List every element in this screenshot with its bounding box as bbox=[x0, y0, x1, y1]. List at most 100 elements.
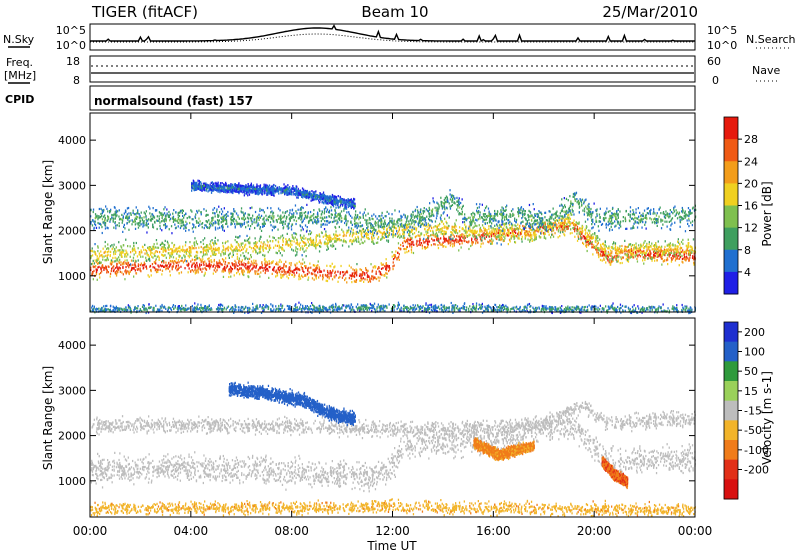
range-cell bbox=[163, 245, 165, 248]
range-cell bbox=[575, 224, 577, 227]
range-cell bbox=[269, 244, 271, 247]
range-cell bbox=[204, 267, 206, 270]
range-cell bbox=[149, 264, 152, 268]
range-cell bbox=[238, 222, 240, 225]
range-cell bbox=[231, 245, 234, 248]
range-cell bbox=[283, 273, 285, 276]
range-cell bbox=[355, 232, 357, 235]
range-cell bbox=[298, 260, 300, 263]
range-cell bbox=[182, 261, 185, 264]
range-cell bbox=[170, 252, 172, 255]
range-cell bbox=[469, 216, 471, 219]
range-cell bbox=[603, 244, 605, 247]
range-cell bbox=[130, 212, 132, 215]
range-cell bbox=[283, 269, 285, 272]
range-cell bbox=[646, 246, 648, 249]
range-cell bbox=[672, 254, 674, 257]
range-cell bbox=[451, 242, 453, 245]
range-cell bbox=[577, 222, 580, 225]
range-cell bbox=[219, 226, 221, 229]
range-cell bbox=[245, 239, 247, 242]
range-cell bbox=[656, 259, 658, 262]
range-cell bbox=[112, 260, 114, 263]
range-cell bbox=[563, 197, 565, 200]
range-cell bbox=[291, 273, 293, 276]
range-cell bbox=[333, 275, 335, 279]
range-cell bbox=[413, 232, 416, 235]
range-cell bbox=[484, 213, 487, 216]
range-cell bbox=[175, 262, 177, 265]
range-cell bbox=[403, 235, 405, 238]
range-cell bbox=[645, 254, 647, 258]
range-cell bbox=[693, 256, 695, 259]
range-cell bbox=[92, 259, 94, 262]
range-cell bbox=[554, 225, 556, 228]
range-cell bbox=[379, 230, 381, 233]
range-cell bbox=[215, 242, 218, 245]
range-cell bbox=[221, 250, 223, 253]
range-cell bbox=[218, 214, 220, 217]
range-cell bbox=[592, 253, 594, 256]
range-cell bbox=[209, 243, 211, 246]
range-cell bbox=[133, 244, 135, 247]
range-cell bbox=[224, 267, 226, 270]
range-cell bbox=[186, 217, 188, 220]
range-cell bbox=[260, 235, 262, 238]
range-cell bbox=[389, 226, 391, 229]
range-cell bbox=[459, 236, 461, 239]
range-cell bbox=[646, 212, 648, 215]
range-cell bbox=[576, 239, 579, 242]
range-cell bbox=[611, 258, 614, 261]
range-cell bbox=[347, 231, 349, 234]
range-cell bbox=[221, 210, 224, 213]
range-cell bbox=[106, 269, 108, 272]
range-cell bbox=[573, 226, 575, 229]
radar-title: TIGER (fitACF) bbox=[91, 3, 198, 21]
range-cell bbox=[314, 244, 316, 247]
range-cell bbox=[237, 264, 239, 267]
range-cell bbox=[322, 223, 324, 226]
range-cell bbox=[670, 251, 673, 254]
range-cell bbox=[179, 245, 181, 248]
range-cell bbox=[140, 262, 142, 265]
range-cell bbox=[587, 244, 590, 247]
range-cell bbox=[266, 268, 269, 271]
range-cell bbox=[326, 264, 328, 267]
range-cell bbox=[388, 226, 390, 229]
range-cell bbox=[248, 265, 250, 268]
range-cell bbox=[109, 245, 112, 248]
range-cell bbox=[363, 234, 366, 237]
range-cell bbox=[325, 233, 327, 236]
range-cell bbox=[385, 235, 387, 238]
range-cell bbox=[626, 246, 628, 249]
range-cell bbox=[286, 275, 288, 278]
range-cell bbox=[579, 230, 581, 233]
range-cell bbox=[161, 269, 164, 272]
range-cell bbox=[259, 209, 261, 212]
range-cell bbox=[202, 261, 205, 264]
range-cell bbox=[283, 265, 285, 268]
range-cell bbox=[248, 242, 250, 245]
range-cell bbox=[133, 267, 135, 270]
range-cell bbox=[412, 241, 414, 244]
range-cell bbox=[126, 255, 128, 258]
range-cell bbox=[567, 221, 569, 224]
range-cell bbox=[260, 241, 262, 244]
range-cell bbox=[158, 265, 160, 268]
range-cell bbox=[516, 227, 518, 230]
range-cell bbox=[372, 241, 374, 245]
range-cell bbox=[272, 260, 274, 263]
range-cell bbox=[509, 240, 511, 243]
range-cell bbox=[305, 255, 307, 258]
range-cell bbox=[123, 244, 125, 247]
range-cell bbox=[688, 242, 690, 245]
range-cell bbox=[473, 225, 475, 228]
range-cell bbox=[674, 251, 676, 254]
range-cell bbox=[265, 247, 267, 250]
range-cell bbox=[134, 217, 136, 220]
range-cell bbox=[385, 258, 387, 261]
range-cell bbox=[635, 208, 637, 211]
range-cell bbox=[289, 239, 292, 242]
range-cell bbox=[294, 216, 297, 219]
range-cell bbox=[328, 272, 330, 275]
